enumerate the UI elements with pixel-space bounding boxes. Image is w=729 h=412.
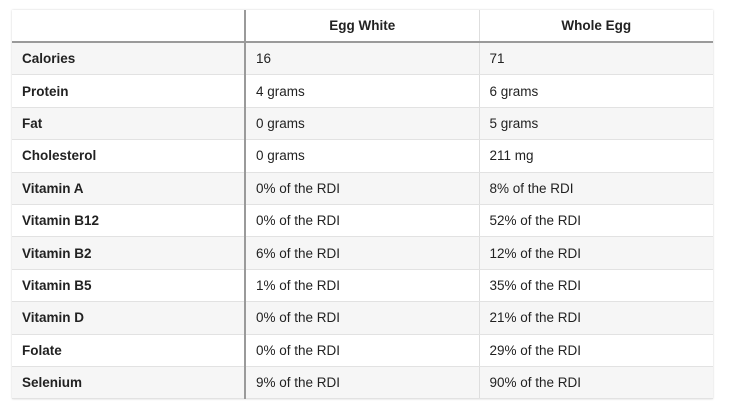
egg-white-value: 16 (245, 42, 480, 76)
table-row: Cholesterol 0 grams 211 mg (12, 139, 713, 173)
table-body: Calories 16 71 Protein 4 grams 6 grams F… (12, 42, 713, 400)
table-row: Selenium 9% of the RDI 90% of the RDI (12, 366, 713, 400)
egg-white-value: 0% of the RDI (245, 301, 480, 335)
row-label: Protein (12, 74, 246, 108)
whole-egg-value: 8% of the RDI (479, 172, 713, 205)
whole-egg-value: 29% of the RDI (479, 334, 713, 367)
whole-egg-value: 6 grams (479, 74, 713, 108)
table-row: Vitamin A 0% of the RDI 8% of the RDI (12, 172, 713, 205)
nutrition-comparison-table: Egg White Whole Egg Calories 16 71 Prote… (12, 10, 713, 400)
whole-egg-value: 52% of the RDI (479, 204, 713, 238)
nutrition-comparison-table-container: Egg White Whole Egg Calories 16 71 Prote… (12, 10, 713, 400)
egg-white-value: 0 grams (245, 139, 480, 173)
egg-white-value: 0% of the RDI (245, 204, 480, 238)
table-row: Fat 0 grams 5 grams (12, 107, 713, 141)
row-label: Vitamin A (12, 172, 246, 205)
egg-white-value: 6% of the RDI (245, 236, 480, 270)
whole-egg-value: 21% of the RDI (479, 301, 713, 335)
table-row: Folate 0% of the RDI 29% of the RDI (12, 334, 713, 367)
row-label: Vitamin D (12, 301, 246, 335)
table-row: Protein 4 grams 6 grams (12, 74, 713, 108)
table-row: Calories 16 71 (12, 42, 713, 76)
egg-white-value: 4 grams (245, 74, 480, 108)
table-row: Vitamin B12 0% of the RDI 52% of the RDI (12, 204, 713, 238)
row-label: Calories (12, 42, 246, 76)
whole-egg-value: 211 mg (479, 139, 713, 173)
whole-egg-value: 71 (479, 42, 713, 76)
whole-egg-value: 90% of the RDI (479, 366, 713, 400)
egg-white-value: 9% of the RDI (245, 366, 480, 400)
header-whole-egg: Whole Egg (479, 10, 713, 43)
header-corner-cell (12, 10, 246, 43)
whole-egg-value: 12% of the RDI (479, 236, 713, 270)
row-label: Cholesterol (12, 139, 246, 173)
header-row: Egg White Whole Egg (12, 10, 713, 43)
egg-white-value: 1% of the RDI (245, 269, 480, 303)
table-row: Vitamin D 0% of the RDI 21% of the RDI (12, 301, 713, 335)
whole-egg-value: 5 grams (479, 107, 713, 141)
egg-white-value: 0% of the RDI (245, 172, 480, 205)
egg-white-value: 0 grams (245, 107, 480, 141)
row-label: Vitamin B5 (12, 269, 246, 303)
header-egg-white: Egg White (245, 10, 480, 43)
egg-white-value: 0% of the RDI (245, 334, 480, 367)
row-label: Vitamin B2 (12, 236, 246, 270)
table-header: Egg White Whole Egg (12, 10, 713, 43)
row-label: Fat (12, 107, 246, 141)
table-row: Vitamin B2 6% of the RDI 12% of the RDI (12, 236, 713, 270)
whole-egg-value: 35% of the RDI (479, 269, 713, 303)
row-label: Vitamin B12 (12, 204, 246, 238)
row-label: Selenium (12, 366, 246, 400)
row-label: Folate (12, 334, 246, 367)
table-row: Vitamin B5 1% of the RDI 35% of the RDI (12, 269, 713, 303)
